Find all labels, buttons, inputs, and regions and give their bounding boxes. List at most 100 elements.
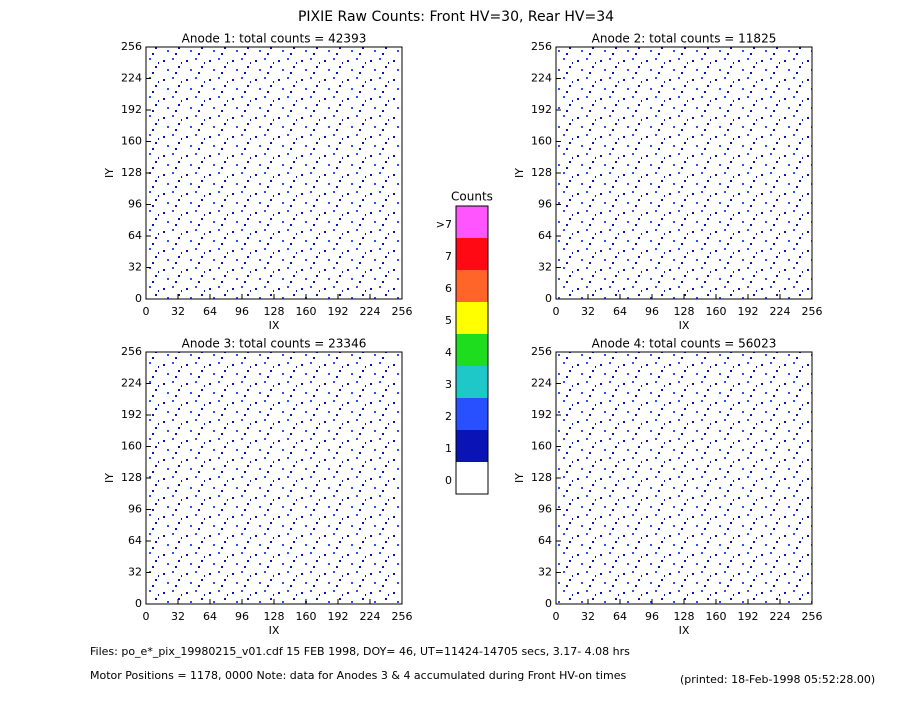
x-tick-label: 256	[392, 305, 413, 318]
y-tick-label: 128	[531, 471, 552, 484]
x-tick-label: 256	[392, 610, 413, 623]
colorbar-swatch	[456, 238, 488, 270]
x-tick-label: 64	[203, 305, 217, 318]
colorbar-swatch	[456, 206, 488, 238]
y-tick-label: 96	[128, 198, 142, 211]
plot-area	[145, 46, 403, 300]
x-tick-label: 160	[296, 305, 317, 318]
x-tick-label: 96	[645, 610, 659, 623]
y-tick-label: 256	[121, 345, 142, 358]
panel-title: Anode 2: total counts = 11825	[592, 32, 777, 46]
colorbar-swatch	[456, 270, 488, 302]
y-tick-label: 96	[538, 503, 552, 516]
x-tick-label: 128	[674, 610, 695, 623]
colorbar-frame	[455, 205, 489, 495]
y-tick-label: 256	[531, 345, 552, 358]
x-tick-label: 128	[674, 305, 695, 318]
colorbar-label: 6	[445, 282, 452, 295]
x-tick-label: 96	[235, 610, 249, 623]
y-tick-label: 32	[128, 566, 142, 579]
colorbar-label: 7	[445, 250, 452, 263]
colorbar-swatch	[456, 302, 488, 334]
x-axis-label: IX	[269, 624, 280, 637]
x-tick-label: 64	[203, 610, 217, 623]
x-tick-label: 0	[143, 610, 150, 623]
x-tick-label: 192	[328, 305, 349, 318]
y-axis-label: IY	[513, 473, 526, 483]
y-tick-label: 160	[531, 135, 552, 148]
x-tick-label: 64	[613, 305, 627, 318]
x-axis-label: IX	[679, 319, 690, 332]
colorbar-swatch	[456, 462, 488, 494]
x-tick-label: 32	[171, 610, 185, 623]
y-tick-label: 64	[538, 534, 552, 547]
x-tick-label: 256	[802, 610, 823, 623]
x-tick-label: 192	[738, 610, 759, 623]
y-tick-label: 32	[128, 261, 142, 274]
plot-area	[555, 46, 813, 300]
x-tick-label: 192	[738, 305, 759, 318]
panel-title: Anode 3: total counts = 23346	[182, 337, 367, 351]
y-tick-label: 0	[135, 597, 142, 610]
colorbar-swatch	[456, 366, 488, 398]
x-axis-label: IX	[679, 624, 690, 637]
x-tick-label: 96	[645, 305, 659, 318]
x-tick-label: 32	[581, 305, 595, 318]
y-tick-label: 192	[531, 408, 552, 421]
x-tick-label: 256	[802, 305, 823, 318]
colorbar-swatch	[456, 430, 488, 462]
colorbar-label: 1	[445, 442, 452, 455]
printed-note: (printed: 18-Feb-1998 05:52:28.00)	[680, 673, 875, 686]
x-tick-label: 160	[706, 610, 727, 623]
y-tick-label: 224	[121, 377, 142, 390]
footer-line: Files: po_e*_pix_19980215_v01.cdf 15 FEB…	[90, 645, 630, 658]
y-tick-label: 256	[531, 40, 552, 53]
y-tick-label: 32	[538, 261, 552, 274]
plot-area	[555, 351, 813, 605]
x-tick-label: 160	[296, 610, 317, 623]
y-tick-label: 224	[121, 72, 142, 85]
colorbar-label: 2	[445, 410, 452, 423]
y-tick-label: 96	[538, 198, 552, 211]
y-axis-label: IY	[103, 168, 116, 178]
y-tick-label: 160	[121, 440, 142, 453]
y-tick-label: 32	[538, 566, 552, 579]
y-tick-label: 224	[531, 72, 552, 85]
panel-title: Anode 4: total counts = 56023	[592, 337, 777, 351]
x-axis-label: IX	[269, 319, 280, 332]
panel-title: Anode 1: total counts = 42393	[182, 32, 367, 46]
y-tick-label: 0	[135, 292, 142, 305]
y-tick-label: 192	[121, 408, 142, 421]
x-tick-label: 224	[770, 610, 791, 623]
y-tick-label: 0	[545, 292, 552, 305]
x-tick-label: 0	[143, 305, 150, 318]
x-tick-label: 0	[553, 610, 560, 623]
y-tick-label: 128	[121, 471, 142, 484]
x-tick-label: 0	[553, 305, 560, 318]
y-tick-label: 64	[538, 229, 552, 242]
colorbar-label: >7	[436, 218, 452, 231]
y-tick-label: 96	[128, 503, 142, 516]
x-tick-label: 32	[581, 610, 595, 623]
colorbar-swatch	[456, 334, 488, 366]
x-tick-label: 128	[264, 610, 285, 623]
footer-line: Motor Positions = 1178, 0000 Note: data …	[90, 669, 626, 682]
y-tick-label: 224	[531, 377, 552, 390]
colorbar-label: 5	[445, 314, 452, 327]
y-tick-label: 0	[545, 597, 552, 610]
colorbar-label: 4	[445, 346, 452, 359]
y-axis-label: IY	[513, 168, 526, 178]
y-axis-label: IY	[103, 473, 116, 483]
x-tick-label: 32	[171, 305, 185, 318]
plot-area	[145, 351, 403, 605]
colorbar-swatch	[456, 398, 488, 430]
y-tick-label: 64	[128, 534, 142, 547]
colorbar-label: 3	[445, 378, 452, 391]
x-tick-label: 192	[328, 610, 349, 623]
y-tick-label: 160	[531, 440, 552, 453]
colorbar-label: 0	[445, 474, 452, 487]
y-tick-label: 192	[121, 103, 142, 116]
y-tick-label: 64	[128, 229, 142, 242]
y-tick-label: 256	[121, 40, 142, 53]
